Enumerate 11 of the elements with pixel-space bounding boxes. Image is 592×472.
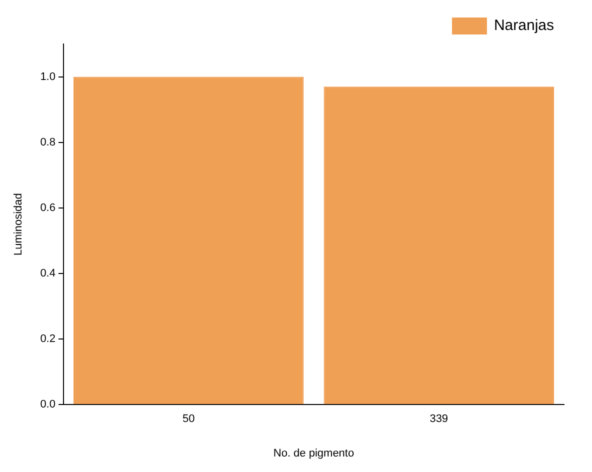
x-tick-label: 339 [430, 413, 448, 426]
y-tick-label: 1.0 [40, 70, 56, 83]
y-tick-label: 0.4 [40, 268, 56, 280]
x-tick-label: 50 [182, 413, 195, 426]
y-axis-title: Luminosidad [12, 193, 25, 256]
y-tick-label: 0.0 [40, 398, 56, 411]
y-tick-label: 0.6 [40, 202, 56, 214]
legend-label: Naranjas [494, 17, 554, 34]
y-tick-label: 0.8 [40, 136, 56, 148]
x-axis-title: No. de pigmento [273, 447, 354, 460]
y-tick-label: 0.2 [40, 333, 56, 346]
